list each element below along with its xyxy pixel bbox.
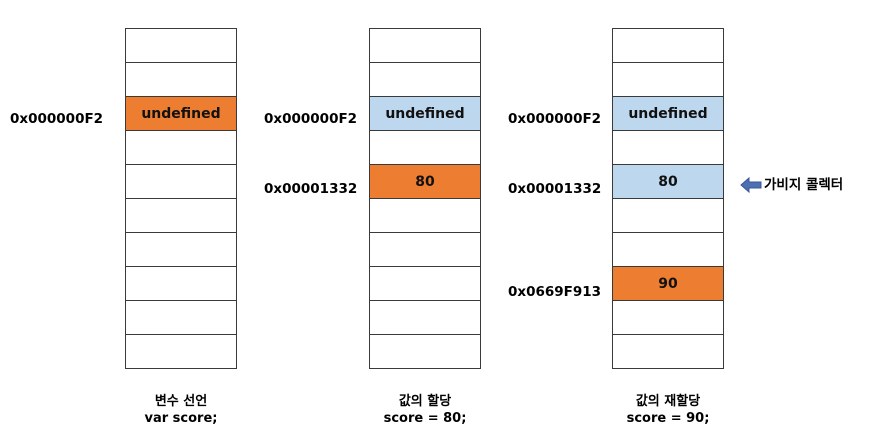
memory-cell [369,232,481,267]
memory-cell [612,334,724,369]
garbage-collector-label: 가비지 콜렉터 [764,177,844,193]
memory-cell [125,334,237,369]
memory-cell [125,164,237,199]
memory-cell [612,130,724,165]
step-caption-reassignment: 값의 재할당 score = 90; [588,393,748,427]
caption-code: var score; [144,411,218,426]
memory-stack-reassignment: undefined 80 90 [612,28,724,369]
memory-cell [369,62,481,97]
memory-cell [125,300,237,335]
left-arrow-icon [740,176,762,194]
memory-stack-assignment: undefined 80 [369,28,481,369]
memory-cell [125,28,237,63]
memory-cell-undefined: undefined [369,96,481,131]
memory-cell [612,232,724,267]
memory-cell [369,198,481,233]
memory-cell [612,198,724,233]
memory-cell [125,130,237,165]
step-caption-assignment: 값의 할당 score = 80; [345,393,505,427]
memory-cell [612,300,724,335]
memory-cell [369,300,481,335]
left-arrow-shape [740,176,762,194]
memory-cell-80: 80 [369,164,481,199]
memory-cell [369,266,481,301]
memory-address-label: 0x0669F913 [508,284,602,300]
memory-cell [369,28,481,63]
memory-cell [612,62,724,97]
memory-cell-80: 80 [612,164,724,199]
caption-title: 값의 할당 [398,394,452,409]
memory-address-label: 0x000000F2 [264,111,358,127]
memory-cell-undefined: undefined [612,96,724,131]
memory-cell [612,28,724,63]
memory-cell [125,232,237,267]
memory-cell [125,198,237,233]
caption-code: score = 80; [383,411,467,426]
memory-address-label: 0x00001332 [264,181,358,197]
memory-cell [125,266,237,301]
memory-cell [125,62,237,97]
memory-cell [369,334,481,369]
memory-cell-undefined: undefined [125,96,237,131]
caption-code: score = 90; [626,411,710,426]
memory-address-label: 0x000000F2 [508,111,602,127]
step-caption-declaration: 변수 선언 var score; [101,393,261,427]
memory-stack-declaration: undefined [125,28,237,369]
caption-title: 값의 재할당 [635,394,701,409]
caption-title: 변수 선언 [154,394,208,409]
memory-address-label: 0x00001332 [508,181,602,197]
memory-address-label: 0x000000F2 [10,111,104,127]
memory-cell [369,130,481,165]
memory-cell-90: 90 [612,266,724,301]
